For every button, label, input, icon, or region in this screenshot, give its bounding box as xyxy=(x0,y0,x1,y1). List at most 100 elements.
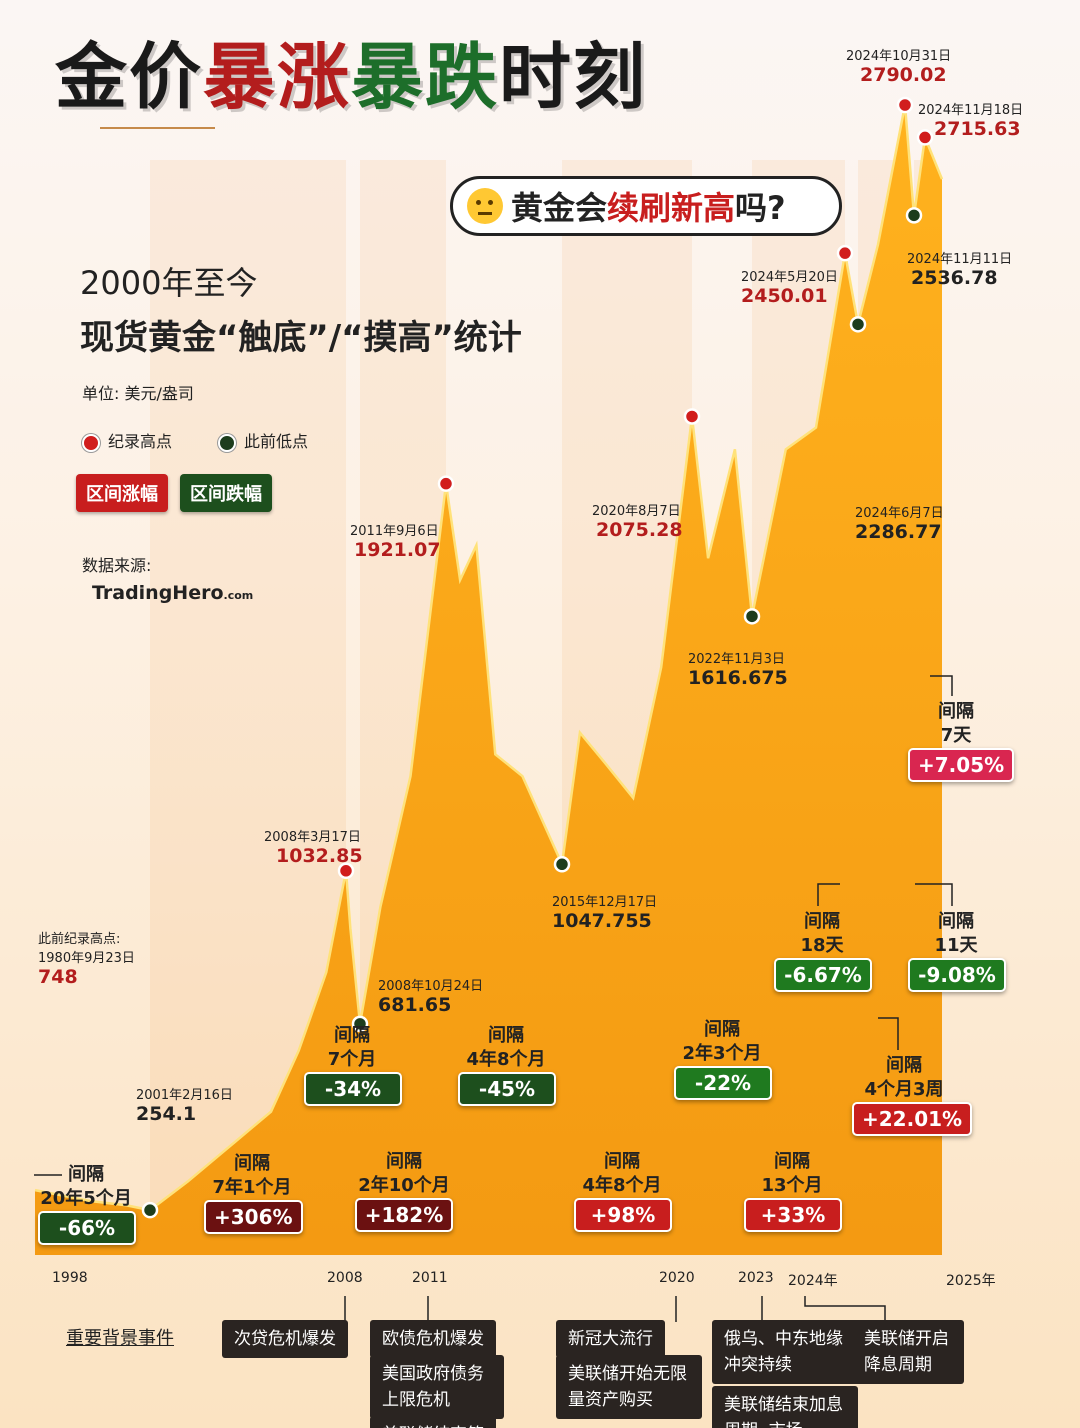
title-part-1: 金价 xyxy=(55,34,204,119)
point-date: 2011年9月6日 xyxy=(350,524,439,539)
point-date: 2015年12月17日 xyxy=(552,895,658,910)
annotation-2024-may-high: 2024年5月20日 2450.01 xyxy=(741,266,838,307)
source-suffix: .com xyxy=(223,589,254,602)
interval-label: 间隔 xyxy=(804,911,840,932)
point-date: 2024年10月31日 xyxy=(846,49,952,64)
prev-record-value: 748 xyxy=(38,966,78,988)
interval-duration: 7天 xyxy=(940,725,972,746)
interval-9: 间隔 18天 -6.67% xyxy=(774,910,872,992)
x-tick-1998: 1998 xyxy=(52,1270,88,1286)
bracket-4m3w xyxy=(878,1017,899,1050)
question-part-red: 续刷新高 xyxy=(607,189,736,227)
interval-duration: 4年8个月 xyxy=(582,1175,662,1196)
interval-12: 间隔 7天 +7.05% xyxy=(908,700,1015,782)
event-subprime: 次贷危机爆发 xyxy=(222,1320,348,1358)
legend-high-label: 纪录高点 xyxy=(108,432,173,451)
interval-7: 间隔 2年3个月 -22% xyxy=(674,1018,772,1100)
interval-label: 间隔 xyxy=(938,911,974,932)
previous-low-marker xyxy=(553,856,571,873)
point-date: 2024年11月11日 xyxy=(907,252,1013,267)
unit-label: 单位: 美元/盎司 xyxy=(82,384,194,403)
point-value: 1616.675 xyxy=(688,667,788,689)
question-part-2: 吗? xyxy=(735,189,786,227)
point-date: 2008年3月17日 xyxy=(264,830,361,845)
dark-dot-icon xyxy=(218,433,236,452)
interval-change: +7.05% xyxy=(908,748,1015,782)
previous-low-marker xyxy=(905,207,923,224)
interval-label: 间隔 xyxy=(704,1019,740,1040)
event-debt-ceiling: 美国政府债务上限危机 xyxy=(370,1355,504,1419)
prev-record-line-2: 1980年9月23日 xyxy=(38,951,135,966)
interval-change: -34% xyxy=(304,1072,402,1106)
interval-label: 间隔 xyxy=(68,1164,104,1185)
event-covid: 新冠大流行 xyxy=(556,1320,665,1358)
source-label: 数据来源: xyxy=(82,556,152,575)
record-high-marker xyxy=(836,244,854,262)
chip-fall: 区间跌幅 xyxy=(180,474,272,512)
point-value: 254.1 xyxy=(136,1103,197,1125)
interval-label: 间隔 xyxy=(886,1055,922,1076)
x-tick-2024: 2024年 xyxy=(788,1273,838,1289)
interval-duration: 7个月 xyxy=(327,1049,377,1070)
source-name: TradingHero.com xyxy=(92,582,253,604)
chip-rise: 区间涨幅 xyxy=(76,474,168,512)
bracket-7d xyxy=(930,675,953,696)
previous-low-marker xyxy=(849,316,867,333)
annotation-2022-low: 2022年11月3日 1616.675 xyxy=(688,648,788,689)
point-date: 2022年11月3日 xyxy=(688,652,785,667)
interval-duration: 18天 xyxy=(800,935,844,956)
record-high-marker xyxy=(437,475,455,492)
interval-3: 间隔 7个月 -34% xyxy=(304,1024,402,1106)
question-bubble: 黄金会 续刷新高 吗? xyxy=(450,176,842,236)
point-value: 2450.01 xyxy=(741,285,828,307)
interval-duration: 2年10个月 xyxy=(358,1175,450,1196)
record-high-marker xyxy=(896,96,914,114)
point-date: 2008年10月24日 xyxy=(378,979,484,994)
event-qe-unlimited: 美联储开始无限量资产购买 xyxy=(556,1355,702,1419)
interval-duration: 13个月 xyxy=(761,1175,823,1196)
x-tick-2011: 2011 xyxy=(412,1270,448,1286)
x-tick-2023: 2023 xyxy=(738,1270,774,1286)
bracket-11d xyxy=(915,883,953,906)
previous-low-marker xyxy=(351,1015,369,1033)
interval-5: 间隔 4年8个月 -45% xyxy=(458,1024,556,1106)
interval-duration: 2年3个月 xyxy=(682,1043,762,1064)
previous-low-marker xyxy=(141,1201,159,1219)
annotation-2008-low: 2008年10月24日 681.65 xyxy=(378,975,483,1016)
title-part-4: 时刻 xyxy=(499,34,648,119)
x-tick-2025: 2025年 xyxy=(946,1273,996,1289)
interval-change: +22.01% xyxy=(852,1102,973,1136)
event-line-2024 xyxy=(804,1296,886,1322)
legend-high: 纪录高点 xyxy=(82,428,172,452)
events-label: 重要背景事件 xyxy=(66,1328,174,1349)
annotation-2024-jun-low: 2024年6月7日 2286.77 xyxy=(855,502,944,543)
point-date: 2024年6月7日 xyxy=(855,506,944,521)
legend-low: 此前低点 xyxy=(218,428,308,452)
interval-label: 间隔 xyxy=(604,1151,640,1172)
interval-1: 间隔 20年5个月 -66% xyxy=(38,1163,136,1245)
chip-rise-label: 区间涨幅 xyxy=(76,474,168,512)
bracket-18d xyxy=(817,883,840,906)
interval-label: 间隔 xyxy=(334,1025,370,1046)
annotation-2015-low: 2015年12月17日 1047.755 xyxy=(552,891,657,932)
event-euro-debt: 欧债危机爆发 xyxy=(370,1320,496,1358)
interval-change: -45% xyxy=(458,1072,556,1106)
chip-fall-label: 区间跌幅 xyxy=(180,474,272,512)
title-part-3: 暴跌 xyxy=(351,34,500,119)
annotation-2024-nov18-high: 2024年11月18日 2715.63 xyxy=(918,99,1023,140)
source-brand: TradingHero xyxy=(92,582,224,604)
red-dot-icon xyxy=(82,433,100,452)
title-part-2: 暴涨 xyxy=(203,34,352,119)
point-value: 2075.28 xyxy=(596,519,683,541)
record-high-marker xyxy=(337,862,355,880)
interval-10: 间隔 4个月3周 +22.01% xyxy=(852,1054,973,1136)
interval-label: 间隔 xyxy=(938,701,974,722)
interval-change: -9.08% xyxy=(908,958,1006,992)
x-tick-2008: 2008 xyxy=(327,1270,363,1286)
x-tick-2020: 2020 xyxy=(659,1270,695,1286)
point-value: 1032.85 xyxy=(276,845,363,867)
heading: 现货黄金“触底”/“摸高”统计 xyxy=(80,318,522,358)
point-date: 2024年5月20日 xyxy=(741,270,838,285)
annotation-2024-oct-high: 2024年10月31日 2790.02 xyxy=(846,45,951,86)
